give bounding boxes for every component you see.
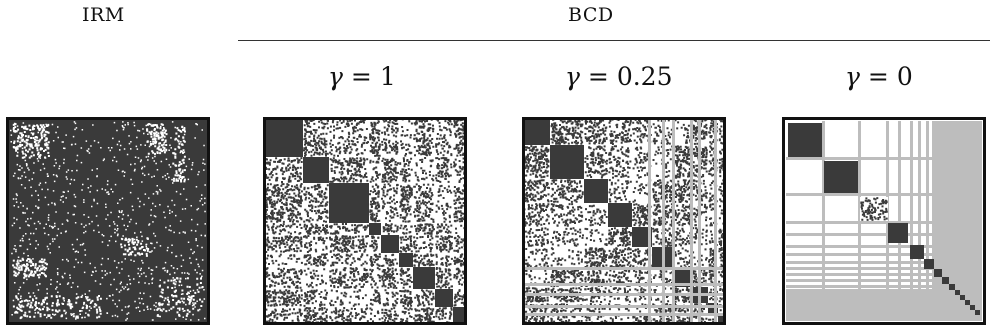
bcd-label: BCD xyxy=(568,4,614,26)
gamma-label-1: γ = 1 xyxy=(328,62,396,91)
gamma-value: 0 xyxy=(896,62,913,91)
gamma-equals: = xyxy=(587,62,609,91)
bcd-matrix-panel-gamma-1 xyxy=(263,117,467,325)
bcd-divider xyxy=(238,40,990,41)
gamma-label-025: γ = 0.25 xyxy=(565,62,672,91)
gamma-equals: = xyxy=(350,62,372,91)
gamma-symbol: γ xyxy=(328,62,343,91)
gamma-symbol: γ xyxy=(845,62,860,91)
gamma-equals: = xyxy=(867,62,889,91)
irm-label: IRM xyxy=(82,4,125,26)
gamma-symbol: γ xyxy=(565,62,580,91)
gamma-value: 0.25 xyxy=(616,62,673,91)
gamma-label-0: γ = 0 xyxy=(845,62,913,91)
bcd-matrix-panel-gamma-025 xyxy=(522,117,726,325)
bcd-matrix-panel-gamma-0 xyxy=(782,117,986,325)
gamma-value: 1 xyxy=(379,62,396,91)
irm-matrix-panel xyxy=(6,117,210,325)
